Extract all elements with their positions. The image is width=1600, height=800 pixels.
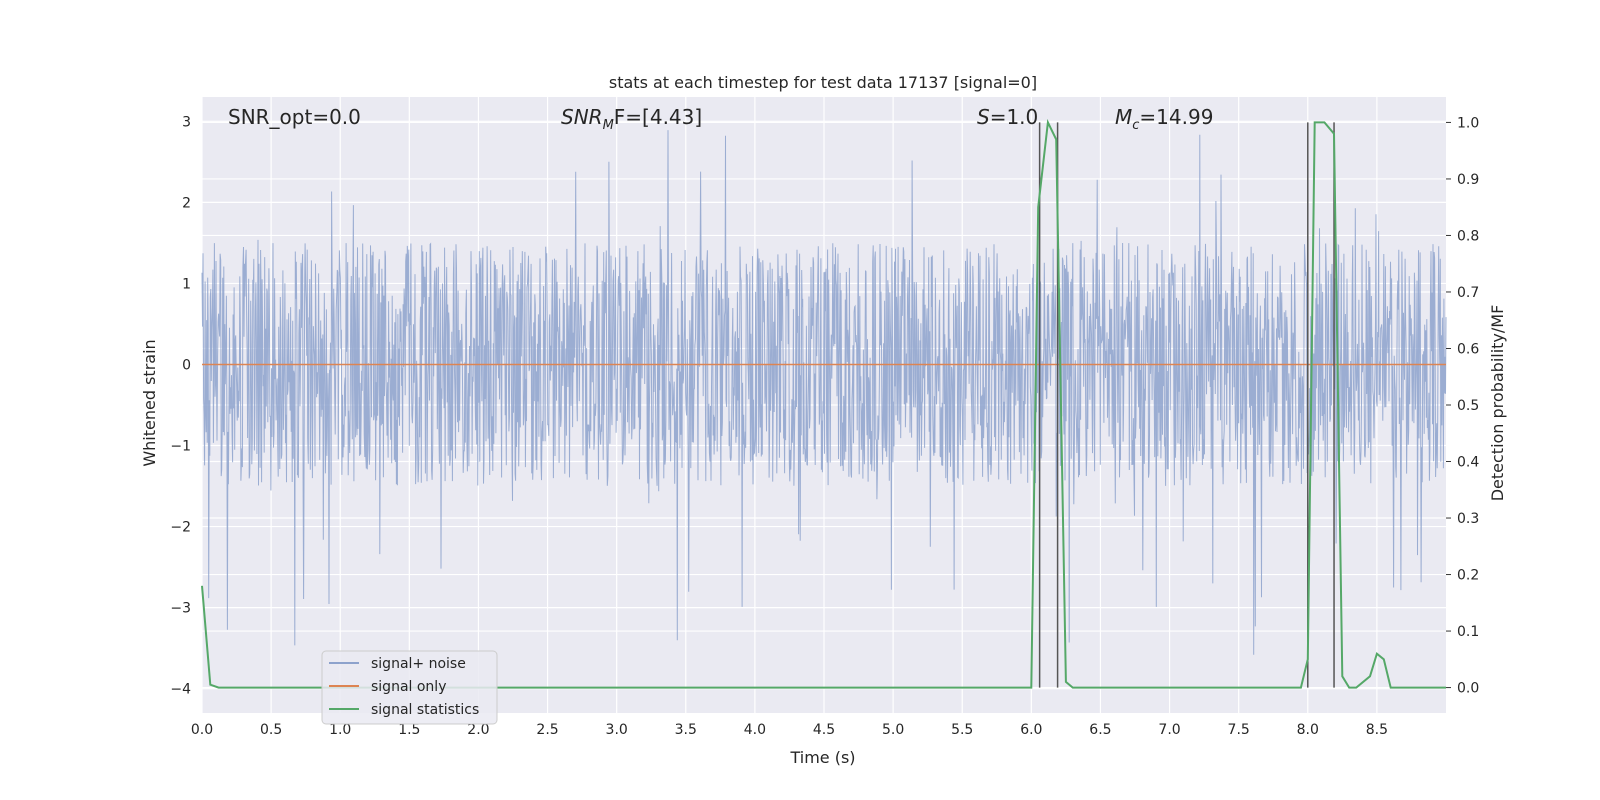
series-signal-noise — [201, 130, 1447, 655]
y-right-tick-label: 0.5 — [1457, 398, 1479, 414]
y-axis-left-ticks: 3 2 1 0 −1 −2 −3 −4 — [170, 114, 191, 697]
annotation-s: S=1.0 — [977, 105, 1038, 129]
x-tick-label: 3.0 — [606, 722, 628, 738]
y-right-tick-label: 0.6 — [1457, 341, 1479, 357]
series-signal-statistics — [201, 118, 1446, 689]
legend-label-signal-statistics: signal statistics — [371, 702, 479, 718]
annotation-snr-mf-main: SNR — [561, 105, 603, 129]
x-tick-label: 4.0 — [744, 722, 766, 738]
legend-label-signal-only: signal only — [371, 679, 446, 695]
y-right-tick-label: 0.0 — [1457, 681, 1479, 697]
annotation-snr-mf: SNRMF=[4.43] — [561, 105, 702, 133]
chart-title: stats at each timestep for test data 171… — [609, 73, 1037, 92]
y-left-tick-label: −3 — [170, 601, 191, 617]
y-axis-right-ticks: 1.0 0.9 0.8 0.7 0.6 0.5 0.4 0.3 0.2 0.1 0.0 — [1446, 115, 1479, 697]
x-tick-label: 7.0 — [1158, 722, 1180, 738]
legend-label-signal-noise: signal+ noise — [371, 656, 466, 672]
noise-trace — [201, 130, 1447, 655]
y-right-tick-label: 0.7 — [1457, 285, 1479, 301]
y-right-tick-label: 0.3 — [1457, 511, 1479, 527]
x-tick-label: 1.5 — [398, 722, 420, 738]
x-tick-label: 8.0 — [1297, 722, 1319, 738]
y-right-tick-label: 0.2 — [1457, 568, 1479, 584]
y-right-tick-label: 0.8 — [1457, 228, 1479, 244]
annotation-s-main: S — [977, 105, 990, 129]
x-tick-label: 5.5 — [951, 722, 973, 738]
y-left-tick-label: 2 — [182, 195, 191, 211]
y-right-tick-label: 0.4 — [1457, 455, 1479, 471]
y-left-tick-label: 3 — [182, 114, 191, 130]
x-tick-label: 4.5 — [813, 722, 835, 738]
x-tick-label: 7.5 — [1228, 722, 1250, 738]
y-right-tick-label: 1.0 — [1457, 115, 1479, 131]
y-right-tick-label: 0.1 — [1457, 624, 1479, 640]
legend: signal+ noise signal only signal statist… — [321, 650, 498, 725]
y-left-tick-label: 0 — [182, 357, 191, 373]
annotation-mc-main: M — [1115, 105, 1132, 129]
y-left-tick-label: 1 — [182, 276, 191, 292]
x-tick-label: 3.5 — [675, 722, 697, 738]
x-tick-label: 2.5 — [536, 722, 558, 738]
annotation-snr-mf-rest: F=[4.43] — [614, 105, 702, 129]
x-tick-label: 0.0 — [191, 722, 213, 738]
x-tick-label: 8.5 — [1366, 722, 1388, 738]
x-tick-label: 6.0 — [1020, 722, 1042, 738]
y-axis-right-label: Detection probability/MF — [1488, 305, 1507, 502]
x-tick-label: 5.0 — [882, 722, 904, 738]
y-right-tick-label: 0.9 — [1457, 172, 1479, 188]
y-left-tick-label: −4 — [170, 682, 191, 698]
x-tick-label: 6.5 — [1089, 722, 1111, 738]
annotation-mc-rest: =14.99 — [1139, 105, 1213, 129]
annotation-s-rest: =1.0 — [990, 105, 1039, 129]
x-tick-label: 2.0 — [467, 722, 489, 738]
legend-box — [321, 650, 498, 725]
x-axis-label: Time (s) — [789, 748, 855, 767]
x-tick-label: 1.0 — [329, 722, 351, 738]
annotation-snr-mf-sub: M — [603, 118, 614, 133]
annotation-snr-opt: SNR_opt=0.0 — [228, 105, 361, 129]
annotation-mc: Mc=14.99 — [1115, 105, 1213, 133]
x-tick-label: 0.5 — [260, 722, 282, 738]
y-axis-left-label: Whitened strain — [140, 339, 159, 466]
y-left-tick-label: −1 — [170, 439, 191, 455]
y-left-tick-label: −2 — [170, 520, 191, 536]
annotation-mc-sub: c — [1132, 118, 1139, 133]
x-axis-ticks: 0.0 0.5 1.0 1.5 2.0 2.5 3.0 3.5 4.0 4.5 5.0 5.5 6.0 6… — [191, 722, 1388, 738]
